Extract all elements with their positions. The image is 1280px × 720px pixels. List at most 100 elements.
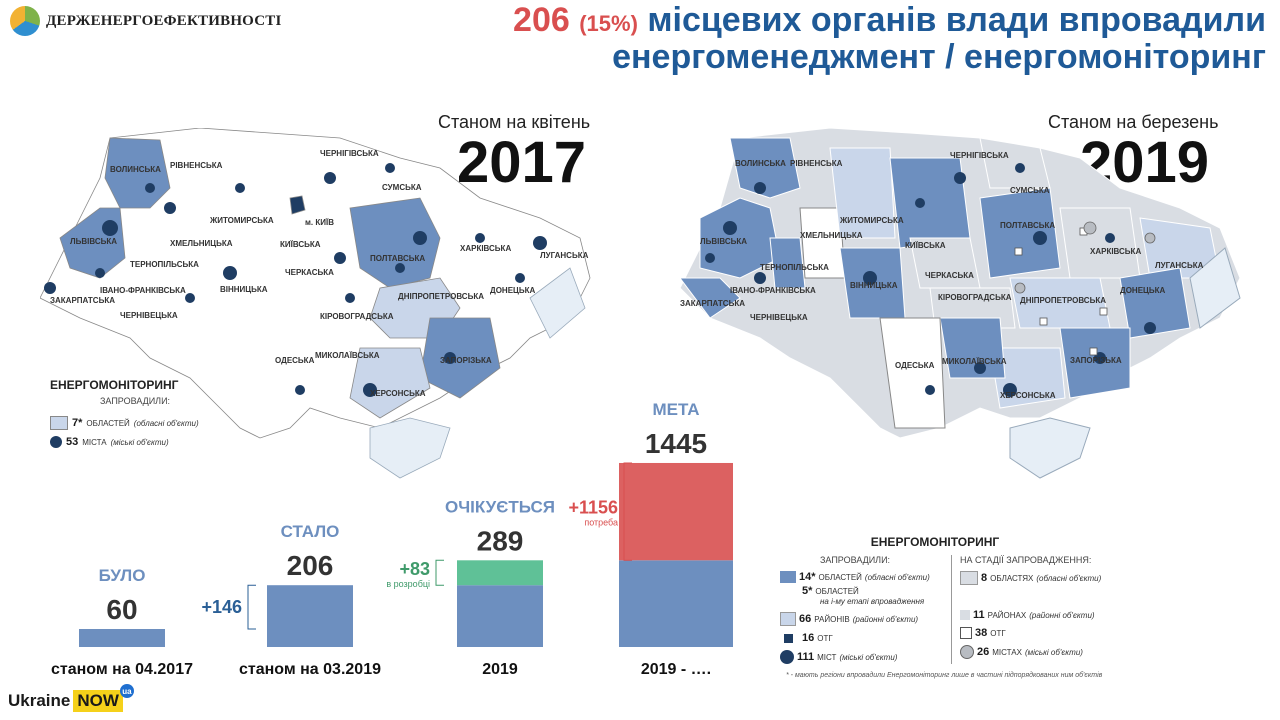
map2019-as-of: Станом на березень — [1048, 112, 1219, 132]
label2019-zhytomyrska: ЖИТОМИРСЬКА — [839, 216, 904, 225]
bar-label-2: ОЧІКУЄТЬСЯ — [445, 497, 555, 516]
map2017-as-of: Станом на квітень — [438, 112, 591, 132]
label2019-sumska: СУМСЬКА — [1010, 186, 1050, 195]
bar-category-1: станом на 03.2019 — [239, 661, 381, 678]
bar-category-3: 2019 - …. — [641, 661, 711, 678]
city-marker — [395, 263, 405, 273]
bar-value-1: 206 — [287, 550, 334, 581]
otg-marker — [1099, 307, 1108, 316]
label2019-volynska: ВОЛИНСЬКА — [735, 159, 786, 168]
legend-row-f: 8 ОБЛАСТЯХ (обласні об'єкти) — [960, 571, 1101, 585]
legend-row-e: 111 МІСТ (міські об'єкти) — [780, 650, 945, 664]
legend-2017-regions: 7* ОБЛАСТЕЙ (обласні об'єкти) — [50, 416, 200, 430]
label-kyiv: м. КИЇВ — [305, 218, 334, 227]
crimea-2019 — [1009, 417, 1091, 479]
label-sumska: СУМСЬКА — [382, 183, 422, 192]
label-donetska: ДОНЕЦЬКА — [490, 286, 536, 295]
region-mykolaivska-2019 — [939, 317, 1006, 379]
city-marker — [1033, 231, 1047, 245]
legend-row-h: 38 ОТГ — [960, 627, 1101, 639]
city-marker — [954, 172, 966, 184]
city-marker — [145, 183, 155, 193]
delta-bracket-1 — [435, 559, 444, 586]
label-kyivska: КИЇВСЬКА — [280, 240, 321, 249]
legend-row-g: 11 РАЙОНАХ (районні об'єкти) — [960, 609, 1101, 621]
label-kharkivska: ХАРКІВСЬКА — [460, 244, 511, 253]
otg-square-icon — [784, 633, 793, 643]
ukraine-now-ua: ua — [119, 684, 134, 698]
map2017-year: 2017 — [457, 130, 587, 195]
legend-2019-implemented: ЗАПРОВАДИЛИ: 14* ОБЛАСТЕЙ (обласні об'єк… — [780, 555, 952, 664]
delta-value-1: +83 — [399, 559, 430, 579]
city-marker — [444, 352, 456, 364]
label2019-cherkaska: ЧЕРКАСЬКА — [925, 271, 974, 280]
region-ternopilska-2019 — [769, 237, 806, 289]
label-chernihivska: ЧЕРНІГІВСЬКА — [320, 149, 379, 158]
label-khmelnytska: ХМЕЛЬНИЦЬКА — [170, 239, 233, 248]
label2019-rivnenska: РІВНЕНСЬКА — [790, 159, 843, 168]
label-kirovohradska: КІРОВОГРАДСЬКА — [320, 312, 394, 321]
label2019-mykolaivska: МИКОЛАЇВСЬКА — [942, 357, 1007, 366]
city-marker — [723, 221, 737, 235]
label-vinnytska: ВІННИЦЬКА — [220, 285, 268, 294]
label-chernivetska: ЧЕРНІВЕЦЬКА — [120, 311, 178, 320]
city-marker — [915, 198, 925, 208]
otg-marker — [1039, 317, 1048, 326]
bar-segment-1-0 — [267, 585, 353, 647]
label-luhanska: ЛУГАНСЬКА — [540, 251, 589, 260]
bar-segment-2-0 — [457, 585, 543, 647]
label-ivano: ІВАНО-ФРАНКІВСЬКА — [100, 286, 186, 295]
label2019-dnipro: ДНІПРОПЕТРОВСЬКА — [1020, 296, 1106, 305]
city-dot-icon — [780, 650, 794, 664]
ukraine-now-text: Ukraine — [8, 691, 71, 710]
label2019-khmelnytska: ХМЕЛЬНИЦЬКА — [800, 231, 863, 240]
bar-category-0: станом на 04.2017 — [51, 661, 193, 678]
city-marker — [925, 385, 935, 395]
delta-bracket-2 — [623, 462, 632, 561]
label2019-zaporizka: ЗАПОРІЗЬКА — [1070, 356, 1122, 365]
label-zakarpatska: ЗАКАРПАТСЬКА — [50, 296, 115, 305]
ukraine-now-now: NOW — [73, 690, 123, 712]
label-odeska: ОДЕСЬКА — [275, 356, 315, 365]
region-poltavska-2019 — [979, 187, 1061, 279]
delta-note-2: потреба — [584, 518, 618, 528]
title-line1: місцевих органів влади впровадили — [647, 1, 1266, 39]
city-marker — [185, 293, 195, 303]
planned-otg-square-icon — [960, 627, 972, 639]
otg-marker — [1089, 347, 1098, 356]
legend-2019-footnote: * - мають регіони впровадили Енергомоніт… — [786, 672, 1103, 679]
bar-value-0: 60 — [106, 594, 137, 625]
bar-label-1: СТАЛО — [281, 522, 340, 541]
occupied-east-2017 — [529, 267, 586, 339]
legend-row-b: 5* ОБЛАСТЕЙ — [802, 585, 859, 597]
city-marker — [95, 268, 105, 278]
region-poltavska-2017 — [349, 197, 441, 289]
label2019-ivano: ІВАНО-ФРАНКІВСЬКА — [730, 286, 816, 295]
city-dot-icon — [50, 436, 62, 448]
region-kharkivska-2019 — [1059, 207, 1141, 279]
city-marker — [754, 272, 766, 284]
city-marker — [334, 252, 346, 264]
label2019-odeska: ОДЕСЬКА — [895, 361, 935, 370]
city-marker — [324, 172, 336, 184]
bar-value-3: 1445 — [645, 428, 707, 459]
title-percent: (15%) — [579, 11, 638, 36]
label2019-chernihivska: ЧЕРНІГІВСЬКА — [950, 151, 1009, 160]
city-marker — [385, 163, 395, 173]
planned-city-marker — [1083, 221, 1097, 235]
label-volynska: ВОЛИНСЬКА — [110, 165, 161, 174]
city-marker — [235, 183, 245, 193]
region-volynska-2019 — [729, 137, 801, 199]
region-khersonska-2017 — [349, 347, 431, 419]
legend-2017-subtitle: ЗАПРОВАДИЛИ: — [100, 396, 171, 406]
label2019-donetska: ДОНЕЦЬКА — [1120, 286, 1166, 295]
region-kyiv-city-2017 — [289, 195, 306, 215]
bar-segment-2-1 — [457, 560, 543, 586]
planned-city-dot-icon — [960, 645, 974, 659]
city-marker — [974, 362, 986, 374]
city-marker — [363, 383, 377, 397]
delta-value-2: +1156 — [568, 498, 618, 518]
delta-value-0: +146 — [201, 597, 242, 617]
bar-value-2: 289 — [477, 525, 524, 556]
page-title: 206 (15%) місцевих органів влади впровад… — [513, 1, 1266, 77]
